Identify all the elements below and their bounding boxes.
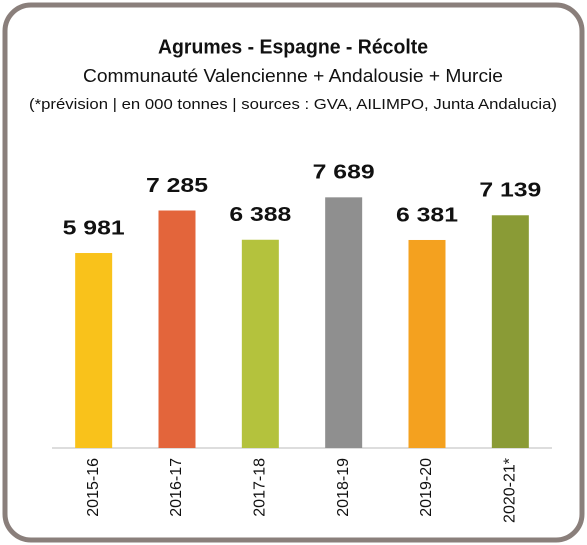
value-label: 7 285 [146,175,208,197]
x-tick-label: 2017-18 [252,458,269,517]
chart-note: (*prévision | en 000 tonnes | sources : … [29,96,557,113]
x-tick-label: 2016-17 [168,458,185,517]
bar [491,215,529,448]
x-tick-label: 2020-21* [502,458,519,523]
chart-subtitle: Communauté Valencienne + Andalousie + Mu… [83,66,503,86]
bar [75,253,113,448]
bar [158,210,196,448]
value-label: 7 139 [479,180,541,202]
x-tick-label: 2015-16 [85,458,102,517]
value-label: 5 981 [63,217,125,239]
value-label: 6 388 [229,204,291,226]
bar [408,239,446,448]
bar [325,197,363,448]
x-tick-label: 2019-20 [418,458,435,517]
chart-title: Agrumes - Espagne - Récolte [158,36,428,58]
value-label: 7 689 [313,162,375,184]
value-label: 6 381 [396,204,458,226]
x-tick-label: 2018-19 [335,458,352,517]
bar [241,239,279,448]
